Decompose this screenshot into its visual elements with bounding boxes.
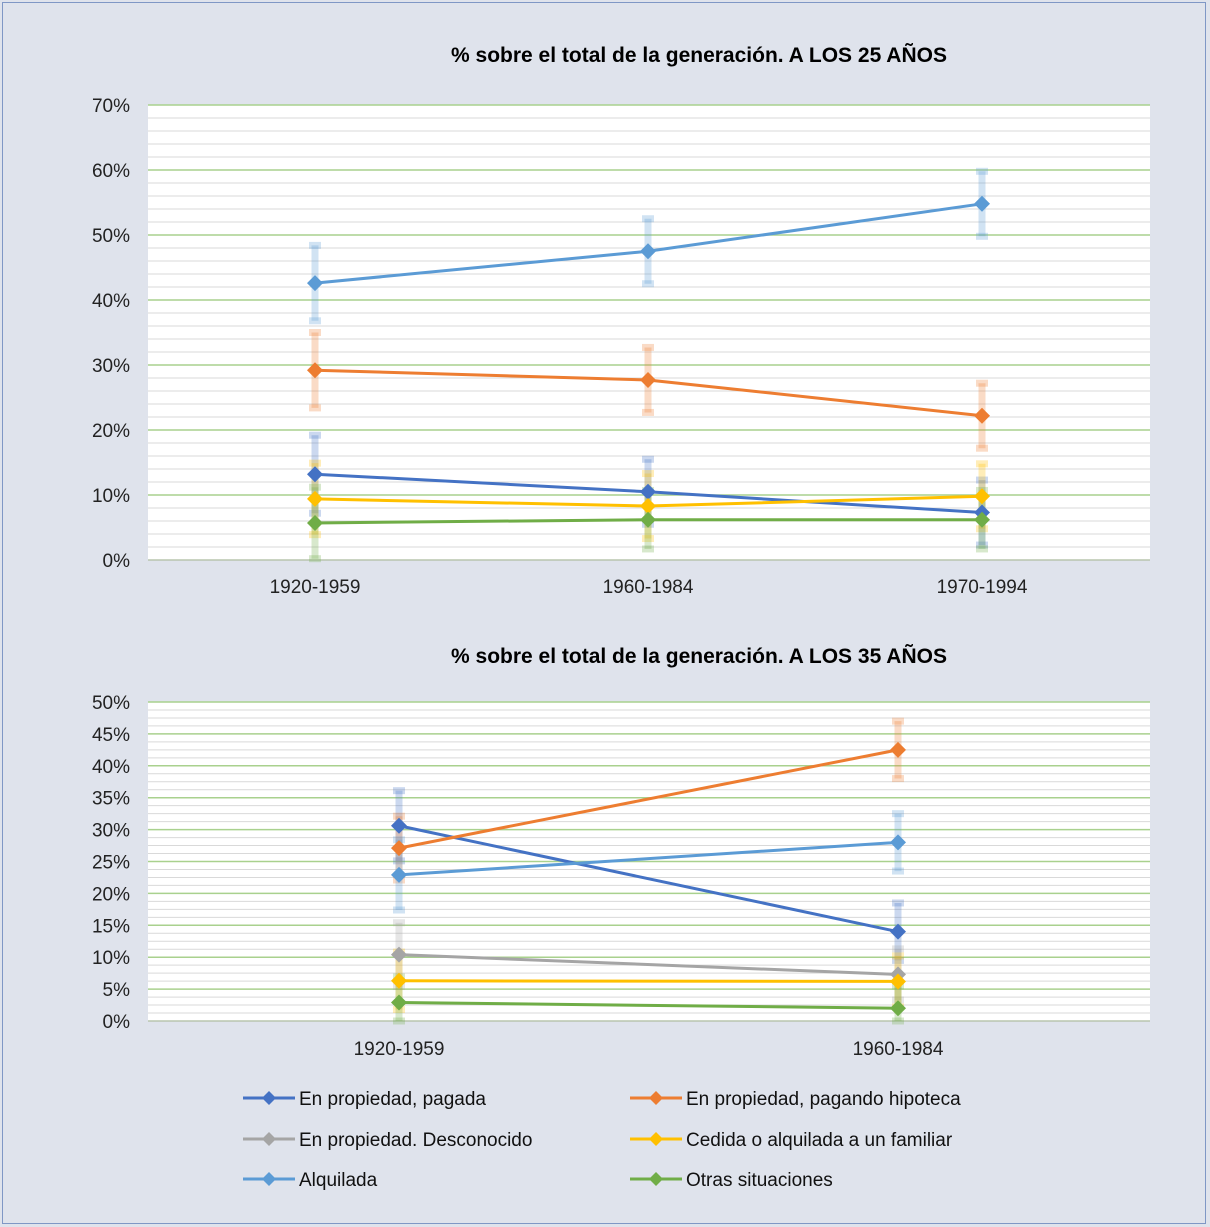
series-cedida-o-alquilada-a-un-familiar	[307, 488, 990, 515]
data-point	[307, 362, 323, 379]
legend-item-cedida-o-alquilada-a-un-familiar: Cedida o alquilada a un familiar	[630, 1130, 953, 1151]
y-tick-label: 10%	[92, 486, 130, 507]
chart-2: % sobre el total de la generación. A LOS…	[92, 645, 1150, 1060]
x-tick-label: 1960-1984	[603, 577, 694, 598]
series-line	[398, 1000, 899, 1010]
y-tick-label: 45%	[92, 725, 130, 746]
series-line	[398, 953, 899, 976]
y-tick-label: 40%	[92, 291, 130, 312]
data-point	[307, 275, 323, 292]
legend-marker	[649, 1172, 663, 1186]
y-tick-label: 10%	[92, 948, 130, 969]
y-tick-label: 70%	[92, 96, 130, 117]
y-tick-label: 0%	[103, 1012, 131, 1033]
data-point	[307, 514, 323, 531]
data-point	[307, 490, 323, 507]
legend-marker	[649, 1091, 663, 1105]
series-alquilada	[391, 834, 906, 883]
data-point	[391, 946, 407, 963]
y-tick-label: 20%	[92, 421, 130, 442]
data-point	[890, 741, 906, 758]
y-tick-label: 20%	[92, 884, 130, 905]
data-point	[640, 511, 656, 528]
y-tick-label: 60%	[92, 161, 130, 182]
data-point	[974, 488, 990, 505]
legend-item-en-propiedad-pagada: En propiedad, pagada	[243, 1089, 486, 1110]
data-point	[391, 866, 407, 883]
series-cedida-o-alquilada-a-un-familiar	[391, 972, 906, 990]
data-point	[307, 466, 323, 483]
series-line	[398, 840, 899, 877]
data-point	[640, 498, 656, 515]
legend-label: En propiedad, pagando hipoteca	[686, 1089, 961, 1110]
data-point	[890, 1000, 906, 1017]
chart-1: % sobre el total de la generación. A LOS…	[92, 44, 1150, 598]
data-point	[974, 407, 990, 424]
y-tick-label: 50%	[92, 693, 130, 714]
legend-item-alquilada: Alquilada	[243, 1170, 378, 1191]
data-point	[890, 834, 906, 851]
legend-marker	[262, 1091, 276, 1105]
legend: En propiedad, pagada En propiedad, pagand…	[243, 1089, 961, 1191]
series-en-propiedad-pagando-hipoteca	[391, 741, 906, 857]
y-tick-label: 0%	[103, 551, 131, 572]
series-otras-situaciones	[391, 994, 906, 1017]
legend-marker	[262, 1172, 276, 1186]
legend-label: Cedida o alquilada a un familiar	[686, 1130, 953, 1151]
data-point	[974, 195, 990, 212]
legend-item-otras-situaciones: Otras situaciones	[630, 1170, 833, 1191]
legend-item-en-propiedad-desconocido: En propiedad. Desconocido	[243, 1130, 532, 1151]
series-line	[398, 979, 899, 983]
series-otras-situaciones	[307, 511, 990, 531]
series-en-propiedad-pagada	[391, 817, 906, 940]
series-alquilada	[307, 195, 990, 292]
legend-label: En propiedad, pagada	[299, 1089, 486, 1110]
data-point	[391, 994, 407, 1011]
y-tick-label: 25%	[92, 853, 130, 874]
series-line	[398, 824, 899, 934]
legend-label: Alquilada	[299, 1170, 378, 1191]
plot-area	[148, 105, 1150, 560]
chart-title: % sobre el total de la generación. A LOS…	[451, 645, 947, 668]
data-point	[640, 371, 656, 388]
data-point	[391, 972, 407, 989]
data-point	[640, 243, 656, 260]
legend-marker	[262, 1132, 276, 1146]
series-en-propiedad-pagando-hipoteca	[307, 362, 990, 424]
y-tick-label: 50%	[92, 226, 130, 247]
legend-label: Otras situaciones	[686, 1170, 833, 1191]
data-point	[391, 840, 407, 857]
x-tick-label: 1960-1984	[853, 1039, 944, 1060]
gridlines	[148, 701, 1150, 1022]
legend-marker	[649, 1132, 663, 1146]
chart-title: % sobre el total de la generación. A LOS…	[451, 44, 947, 67]
data-point	[890, 923, 906, 940]
data-point	[890, 973, 906, 990]
data-point	[974, 511, 990, 528]
legend-label: En propiedad. Desconocido	[299, 1130, 532, 1151]
y-tick-label: 5%	[103, 980, 131, 1001]
series-line	[398, 748, 899, 850]
y-tick-label: 30%	[92, 821, 130, 842]
legend-item-en-propiedad-pagando-hipoteca: En propiedad, pagando hipoteca	[630, 1089, 961, 1110]
y-tick-label: 35%	[92, 789, 130, 810]
y-tick-label: 15%	[92, 916, 130, 937]
y-tick-label: 30%	[92, 356, 130, 377]
data-point	[391, 817, 407, 834]
x-tick-label: 1920-1959	[354, 1039, 445, 1060]
x-tick-label: 1970-1994	[937, 577, 1028, 598]
y-tick-label: 40%	[92, 757, 130, 778]
data-point	[640, 483, 656, 500]
x-tick-label: 1920-1959	[270, 577, 361, 598]
